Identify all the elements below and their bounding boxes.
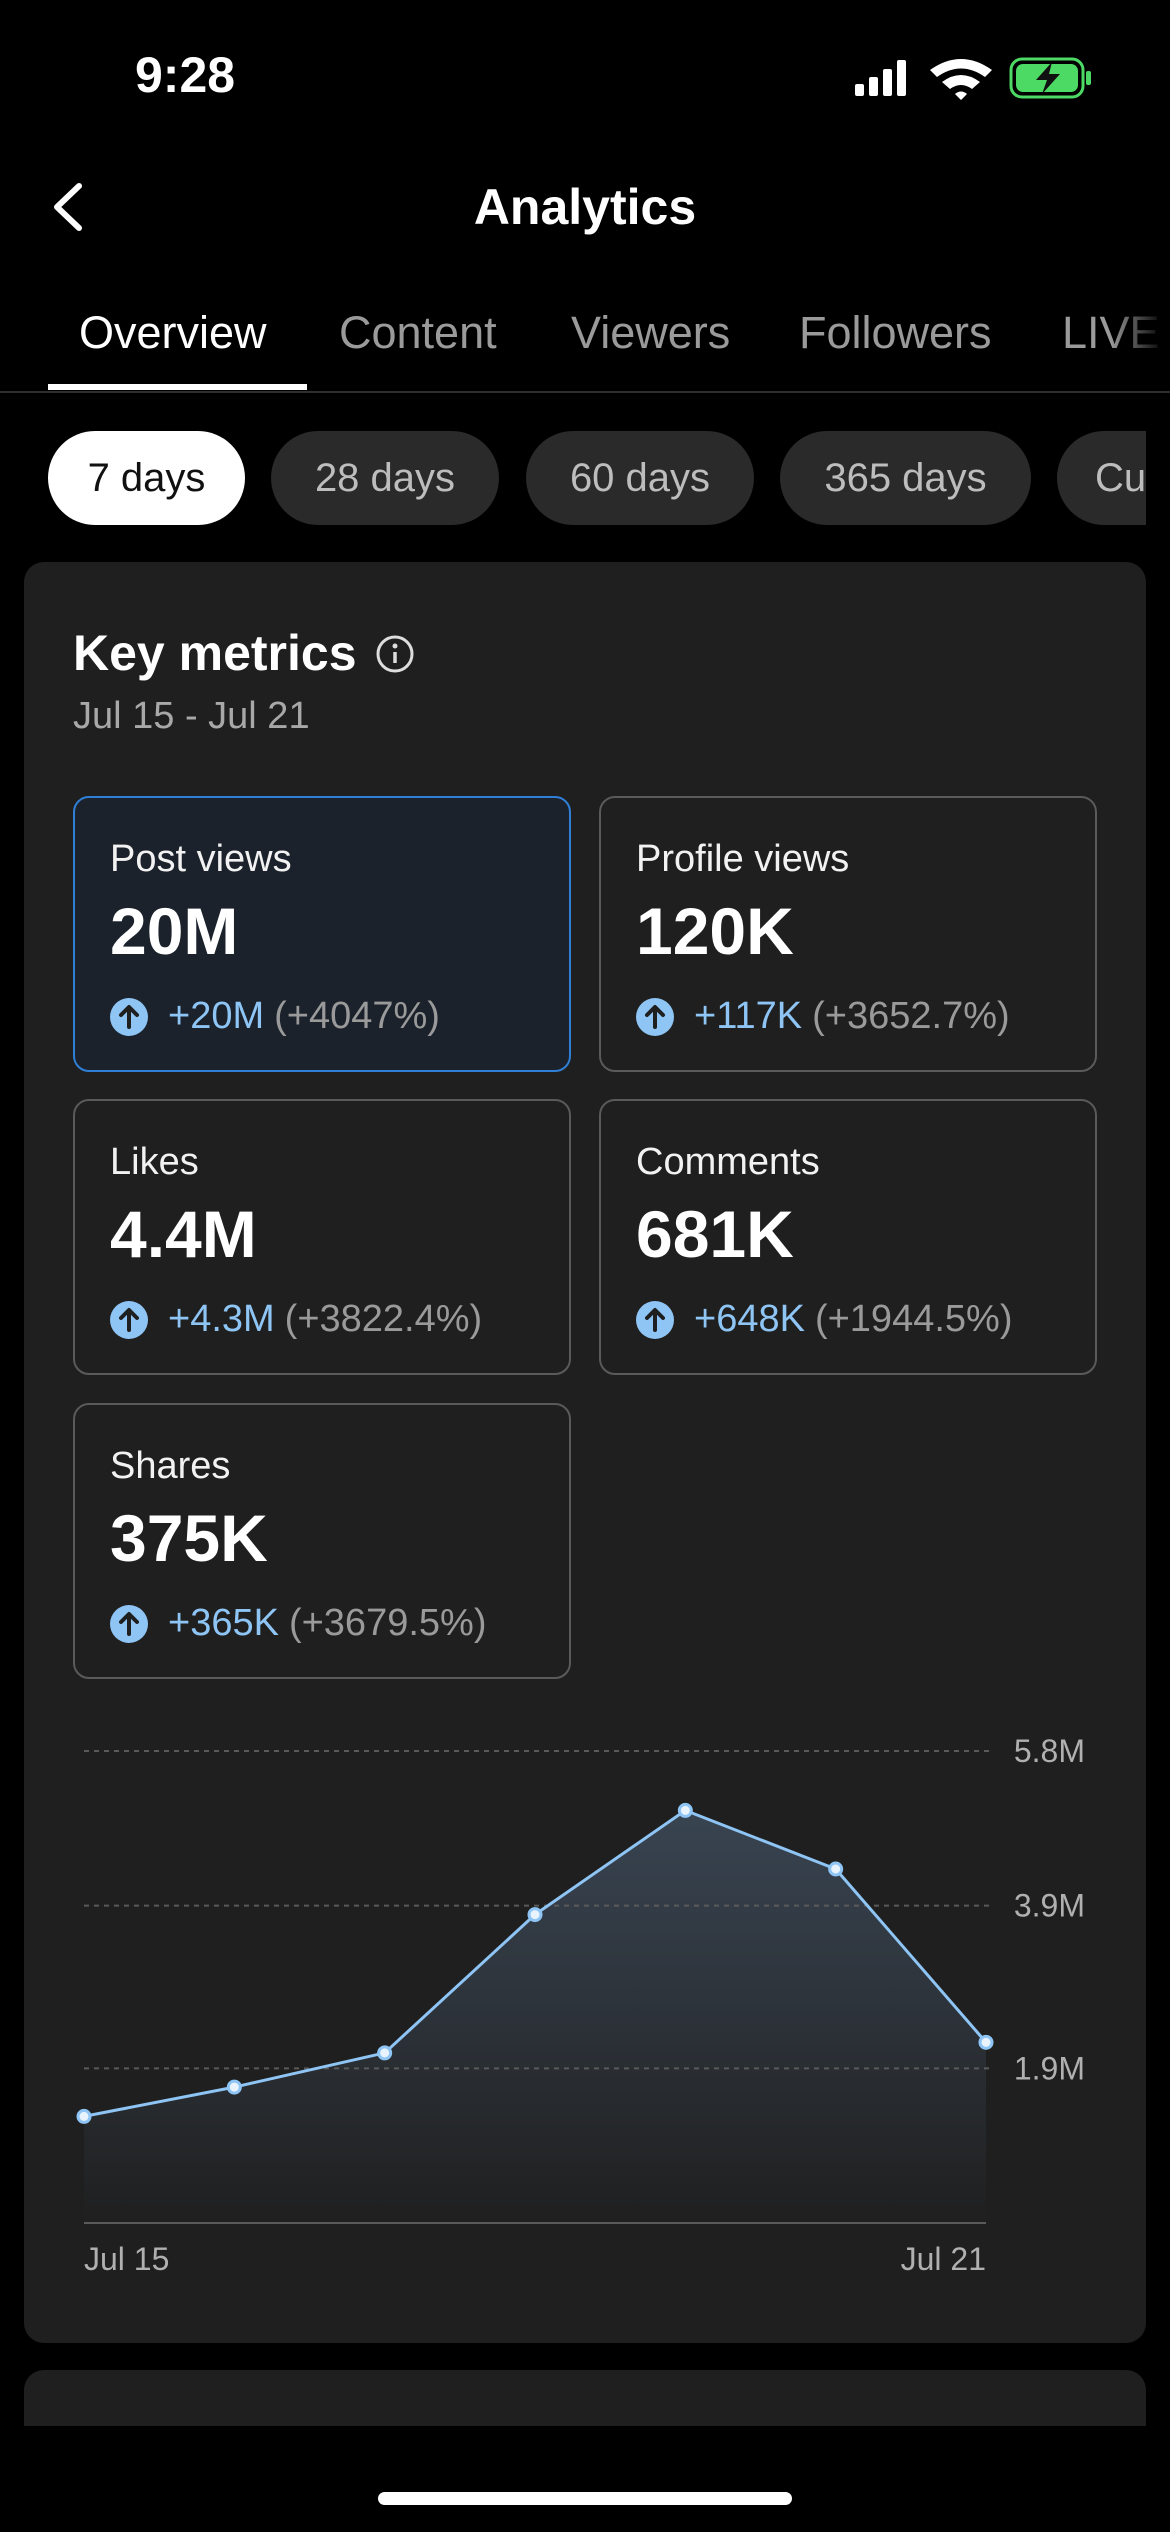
up-icon-arrow [119,1612,139,1636]
metric-change-row: +648K (+1944.5%) [694,1298,1012,1341]
up-icon-arrow [645,1308,665,1332]
x-tick-label: Jul 15 [84,2241,169,2277]
up-icon-arrow [645,1005,665,1029]
metric-label: Profile views [636,838,850,880]
chip[interactable]: 7 days [48,431,245,525]
metric-value: 4.4M [110,1197,257,1271]
metric-change: +117K [694,995,803,1037]
chip[interactable]: 365 days [780,431,1031,525]
metric-change: +20M [168,995,265,1037]
metric-change-row: +4.3M (+3822.4%) [168,1298,482,1341]
bottom-bar [0,2426,1170,2532]
tab-fade [1110,290,1170,385]
up-icon [110,1605,148,1643]
metric-value: 375K [110,1501,268,1575]
metric-change-row: +365K (+3679.5%) [168,1602,486,1645]
tab[interactable]: Followers [799,307,992,358]
status-time: 9:28 [135,47,236,103]
back-button[interactable] [45,180,90,235]
next-card [24,2370,1146,2426]
data-point [377,2045,393,2061]
metric-value: 681K [636,1197,794,1271]
metric-label: Comments [636,1141,820,1183]
metric-change-pct: (+1944.5%) [814,1298,1013,1340]
data-point [677,1802,693,1818]
metric-label: Post views [110,838,292,880]
tab[interactable]: Overview [79,307,267,358]
metric-value: 20M [110,894,239,968]
metric-change-pct: (+3679.5%) [288,1602,487,1644]
metric-change: +365K [168,1602,279,1644]
battery-cap [1086,71,1091,85]
metric-change-pct: (+3822.4%) [284,1298,483,1340]
up-icon [110,998,148,1036]
metric-card[interactable]: Likes 4.4M +4.3M (+3822.4%) [73,1099,571,1375]
y-tick-label: 1.9M [1014,2050,1085,2086]
info-circle [376,635,414,673]
data-point [527,1907,543,1923]
data-point [978,2034,994,2050]
charging-bolt [1036,62,1060,94]
metric-card[interactable]: Post views 20M +20M (+4047%) [73,796,571,1072]
area [84,1810,986,2223]
status-icons [855,57,1091,100]
metric-label: Shares [110,1445,231,1487]
chart: 1.9M 3.9M 5.8M Jul 15 Jul 21 [76,1733,1085,2277]
data-point [76,2108,92,2124]
metric-label: Likes [110,1141,199,1183]
metric-card[interactable]: Shares 375K +365K (+3679.5%) [73,1403,571,1679]
y-tick-label: 5.8M [1014,1733,1085,1769]
page-title: Analytics [473,179,697,235]
tab[interactable]: Content [339,307,497,358]
signal-bar [897,60,906,96]
up-icon [636,1301,674,1339]
date-range-chips: 7 days 28 days 60 days 365 days Cu [0,431,1146,525]
date-range-label: Jul 15 - Jul 21 [73,695,310,737]
metric-change-row: +117K (+3652.7%) [694,995,1010,1038]
back-arrow [54,183,82,231]
wifi-icon [930,59,992,100]
section-title: Key metrics [73,625,357,681]
chip[interactable]: Cu [1057,431,1146,525]
up-icon [636,998,674,1036]
tab[interactable]: Viewers [571,307,731,358]
metric-change: +648K [694,1298,805,1340]
x-tick-label: Jul 21 [901,2241,986,2277]
battery-outline [1009,57,1085,99]
metric-change-pct: (+4047%) [274,995,440,1037]
metric-change-row: +20M (+4047%) [168,995,440,1038]
metric-value: 120K [636,894,794,968]
metric-card[interactable]: Profile views 120K +117K (+3652.7%) [599,796,1097,1072]
up-icon-arrow [119,1308,139,1332]
tab-divider [0,391,1170,393]
signal-bar [869,77,878,96]
home-indicator [378,2492,792,2505]
up-icon-arrow [119,1005,139,1029]
signal-bar [883,69,892,96]
tab-underline [48,384,307,390]
info-dot [392,643,398,649]
metric-change: +4.3M [168,1298,275,1340]
y-tick-label: 3.9M [1014,1888,1085,1924]
chip[interactable]: 60 days [526,431,754,525]
signal-bar [855,84,864,96]
info-icon[interactable] [375,634,415,674]
data-point [828,1861,844,1877]
metric-card[interactable]: Comments 681K +648K (+1944.5%) [599,1099,1097,1375]
data-point [226,2079,242,2095]
chip[interactable]: 28 days [271,431,499,525]
up-icon [110,1301,148,1339]
metric-change-pct: (+3652.7%) [812,995,1010,1037]
